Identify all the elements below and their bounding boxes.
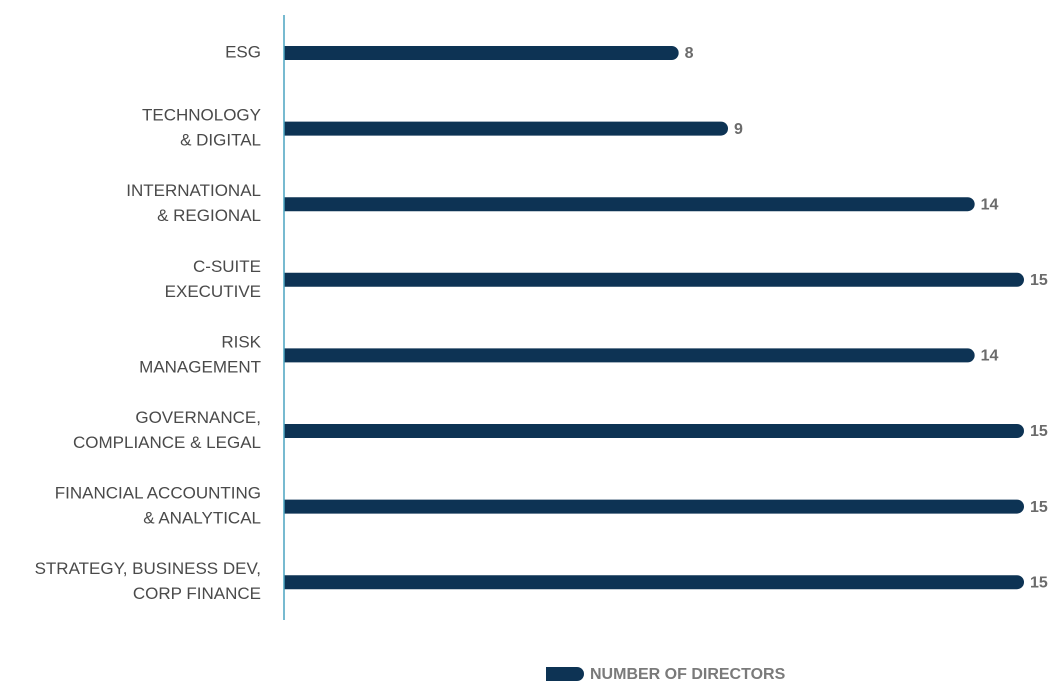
bar	[284, 424, 1024, 438]
category-label: GOVERNANCE,	[135, 408, 261, 427]
category-label: ESG	[225, 42, 261, 61]
category-label: C-SUITE	[193, 257, 261, 276]
category-label: & REGIONAL	[157, 206, 261, 225]
value-label: 15	[1030, 272, 1048, 289]
bar	[284, 348, 975, 363]
bar	[284, 46, 679, 61]
category-label: TECHNOLOGY	[142, 106, 261, 125]
category-label: INTERNATIONAL	[126, 181, 261, 200]
category-label: RISK	[221, 332, 261, 351]
bar	[284, 197, 975, 212]
value-label: 15	[1030, 423, 1048, 440]
category-label: & DIGITAL	[180, 131, 261, 150]
category-label: STRATEGY, BUSINESS DEV,	[35, 559, 261, 578]
value-label: 9	[734, 121, 743, 138]
bar	[284, 499, 1024, 514]
legend-label: NUMBER OF DIRECTORS	[590, 666, 786, 683]
category-label: & ANALYTICAL	[143, 509, 261, 528]
value-label: 8	[685, 45, 694, 62]
bar	[284, 121, 728, 136]
value-label: 14	[981, 348, 999, 365]
legend-swatch	[546, 667, 584, 681]
value-label: 15	[1030, 574, 1048, 591]
bar	[284, 575, 1024, 590]
category-label: CORP FINANCE	[133, 584, 261, 603]
category-label: MANAGEMENT	[139, 357, 261, 376]
bar	[284, 272, 1024, 287]
category-label: EXECUTIVE	[165, 282, 261, 301]
value-label: 15	[1030, 499, 1048, 516]
category-label: COMPLIANCE & LEGAL	[73, 433, 261, 452]
value-label: 14	[981, 196, 999, 213]
category-label: FINANCIAL ACCOUNTING	[55, 484, 261, 503]
